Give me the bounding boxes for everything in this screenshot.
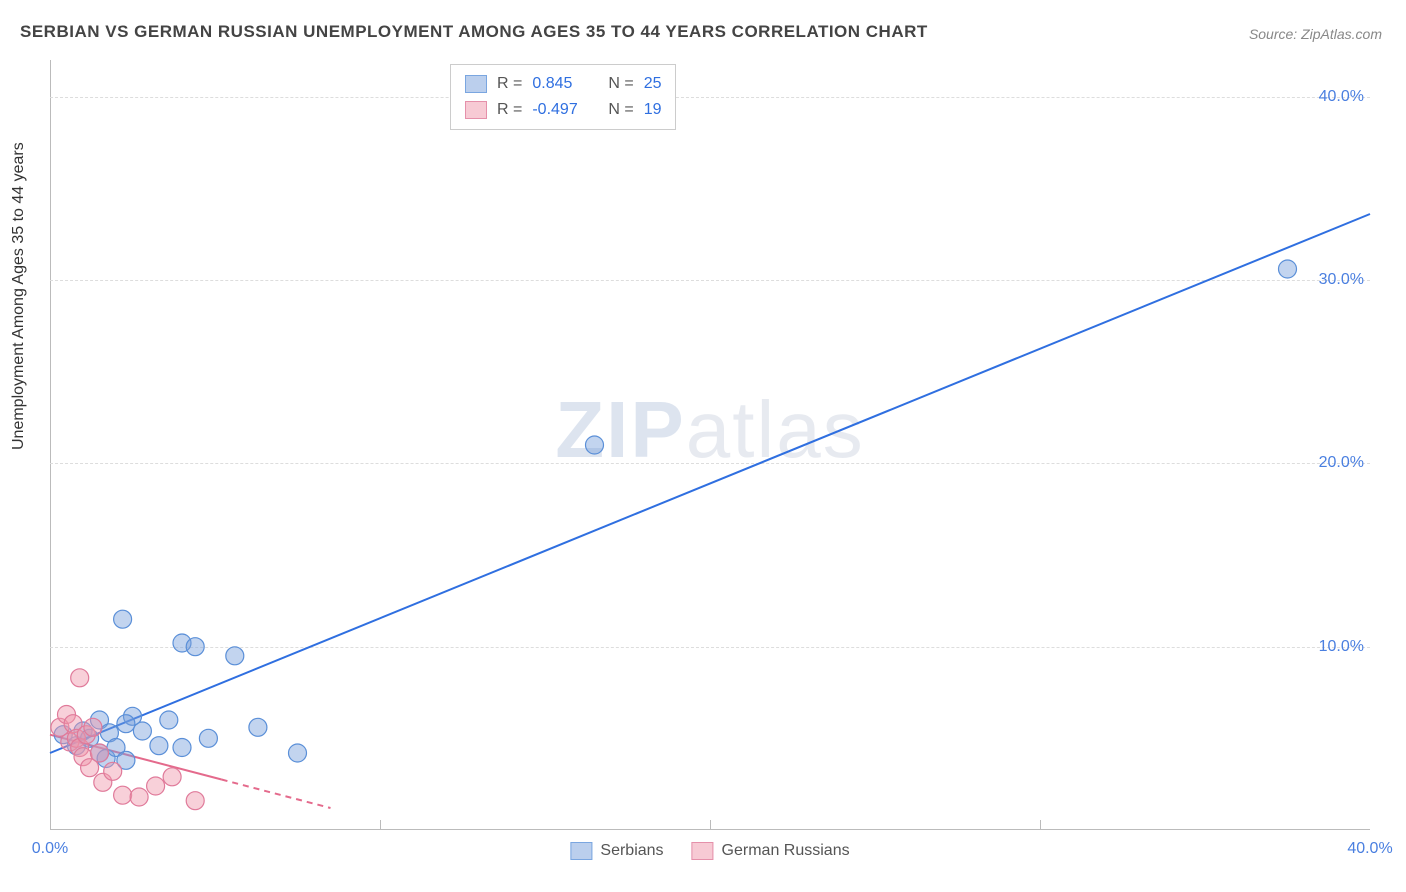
data-point	[186, 638, 204, 656]
data-point	[117, 715, 135, 733]
legend-item-serbians: Serbians	[570, 842, 663, 860]
data-point	[71, 669, 89, 687]
data-point	[133, 722, 151, 740]
data-point	[160, 711, 178, 729]
data-point	[249, 718, 267, 736]
data-point	[186, 792, 204, 810]
n-label: N =	[608, 75, 633, 93]
x-tick-label: 40.0%	[1347, 840, 1392, 858]
y-axis-label: Unemployment Among Ages 35 to 44 years	[10, 142, 28, 450]
data-point	[289, 744, 307, 762]
data-point	[114, 786, 132, 804]
plot-area: ZIPatlas 10.0%20.0%30.0%40.0% 0.0%40.0% …	[50, 60, 1370, 830]
swatch-blue-icon	[465, 75, 487, 93]
data-point	[586, 436, 604, 454]
data-point	[163, 768, 181, 786]
data-point	[130, 788, 148, 806]
r-value-german: -0.497	[532, 101, 598, 119]
legend-label: Serbians	[600, 842, 663, 860]
x-tick-label: 0.0%	[32, 840, 68, 858]
source-label: Source: ZipAtlas.com	[1249, 26, 1382, 42]
data-point	[199, 729, 217, 747]
swatch-pink-icon	[465, 101, 487, 119]
correlation-box: R = 0.845 N = 25 R = -0.497 N = 19	[450, 64, 676, 130]
legend-item-german-russians: German Russians	[692, 842, 850, 860]
data-point	[1279, 260, 1297, 278]
chart-title: SERBIAN VS GERMAN RUSSIAN UNEMPLOYMENT A…	[20, 22, 928, 42]
regression-line-extrapolated	[222, 780, 331, 808]
scatter-svg	[50, 60, 1370, 830]
n-value-german: 19	[644, 101, 662, 119]
r-value-serbians: 0.845	[532, 75, 598, 93]
corr-row-german-russians: R = -0.497 N = 19	[465, 97, 661, 123]
data-point	[147, 777, 165, 795]
data-point	[104, 762, 122, 780]
corr-row-serbians: R = 0.845 N = 25	[465, 71, 661, 97]
swatch-pink-icon	[692, 842, 714, 860]
legend: Serbians German Russians	[570, 842, 849, 860]
data-point	[226, 647, 244, 665]
r-label: R =	[497, 101, 522, 119]
legend-label: German Russians	[722, 842, 850, 860]
n-label: N =	[608, 101, 633, 119]
r-label: R =	[497, 75, 522, 93]
n-value-serbians: 25	[644, 75, 662, 93]
data-point	[173, 739, 191, 757]
data-point	[114, 610, 132, 628]
data-point	[84, 718, 102, 736]
data-point	[150, 737, 168, 755]
data-point	[91, 744, 109, 762]
regression-line	[50, 214, 1370, 753]
swatch-blue-icon	[570, 842, 592, 860]
